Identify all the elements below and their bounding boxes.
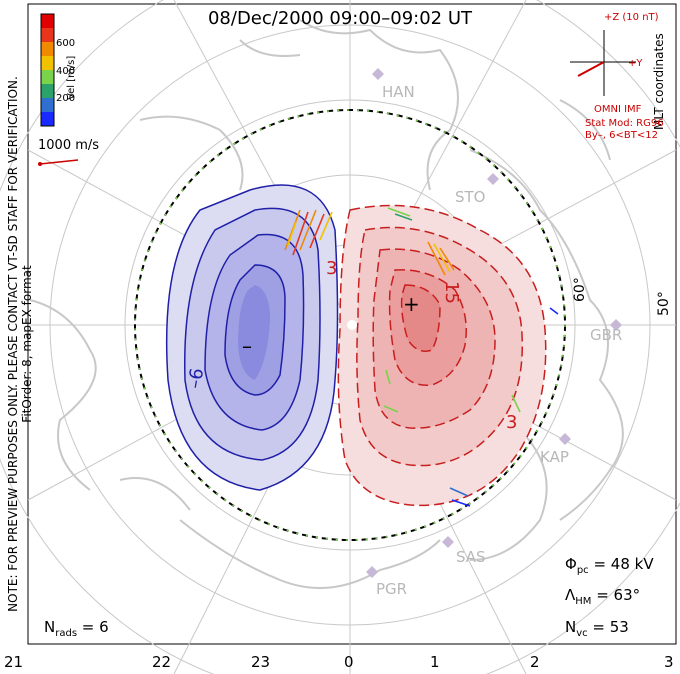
imf-condition: By–, 6<BT<12	[585, 130, 658, 141]
reference-vector-origin	[38, 162, 42, 166]
color-bar-tick-400: 400	[56, 66, 76, 77]
phi-value: = 48 kV	[588, 555, 654, 573]
station-markers	[366, 68, 622, 578]
color-bar-segment	[41, 112, 54, 126]
color-bar-segment	[41, 14, 54, 28]
station-pgr: PGR	[376, 580, 408, 598]
mlt-tick-2: 2	[530, 653, 540, 671]
mlt-tick-23: 23	[251, 653, 271, 671]
stat-n-rads: Nrads = 6	[44, 618, 109, 639]
lambda-value: = 63°	[591, 586, 641, 604]
coastlines	[29, 19, 624, 589]
lambda-symbol: Λ	[565, 586, 576, 604]
reference-vector-label: 1000 m/s	[38, 138, 100, 153]
color-bar-tick-200: 200	[56, 93, 76, 104]
color-bar-segment	[41, 84, 54, 98]
phi-symbol: Φ	[565, 555, 577, 573]
pos-cell-center: +	[403, 292, 420, 316]
color-bar-segment	[41, 28, 54, 42]
lambda-subscript: HM	[575, 596, 592, 607]
nvc-symbol: N	[565, 618, 577, 636]
station-sas: SAS	[456, 548, 486, 566]
station-kap: KAP	[540, 448, 569, 466]
velocity-vectors	[284, 207, 559, 507]
reference-vector	[39, 159, 79, 165]
imf-by-label: +Y	[628, 58, 643, 69]
contour-label-3b: 3	[506, 412, 518, 433]
nvc-value: = 53	[587, 618, 629, 636]
pole-marker	[347, 320, 357, 330]
color-bar-border	[40, 13, 55, 127]
mlt-tick-0: 0	[344, 653, 354, 671]
mlt-tick-1: 1	[430, 653, 440, 671]
station-gbr: GBR	[590, 326, 623, 344]
coordinates-label: MLT coordinates	[652, 33, 666, 130]
page-title: 08/Dec/2000 09:00–09:02 UT	[207, 8, 473, 29]
color-bar-tick-600: 600	[56, 38, 76, 49]
phi-subscript: pc	[576, 565, 589, 576]
positive-potential-cell	[337, 204, 547, 507]
imf-bz-label: +Z (10 nT)	[604, 12, 659, 23]
contour-label-3a: 3	[326, 258, 338, 279]
mlt-tick-3: 3	[664, 653, 674, 671]
stat-model: Stat Mod: RG96	[585, 118, 664, 129]
station-han: HAN	[382, 83, 415, 101]
note-line-1: NOTE: FOR PREVIEW PURPOSES ONLY. PLEASE …	[6, 76, 20, 612]
nvc-subscript: vc	[576, 628, 588, 639]
contour-label-15: 15	[440, 281, 462, 304]
color-bar-segment	[41, 70, 54, 84]
hm-boundary-vectors	[134, 109, 566, 541]
preview-note: NOTE: FOR PREVIEW PURPOSES ONLY. PLEASE …	[6, 24, 34, 664]
stat-lambda-hm: ΛHM = 63°	[565, 586, 640, 607]
latitude-label-50: 50°	[656, 291, 672, 316]
station-sto: STO	[455, 188, 486, 206]
latitude-label-60: 60°	[572, 277, 588, 302]
mlt-tick-21: 21	[4, 653, 24, 671]
negative-potential-cell	[165, 184, 339, 491]
contour-label-neg: –6	[184, 366, 209, 391]
note-line-2: FitOrder: 8, mapEX format	[20, 265, 34, 423]
color-bar-segment	[41, 98, 54, 112]
mlt-tick-22: 22	[152, 653, 172, 671]
neg-cell-center: –	[242, 334, 252, 358]
color-bar-segment	[41, 42, 54, 56]
stat-phi-pc: Φpc = 48 kV	[565, 555, 654, 576]
imf-source: OMNI IMF	[594, 104, 642, 115]
nrads-value: = 6	[77, 618, 109, 636]
nrads-symbol: N	[44, 618, 56, 636]
nrads-subscript: rads	[55, 628, 78, 639]
imf-dial	[570, 30, 636, 96]
velocity-color-bar	[40, 13, 55, 127]
stat-n-vc: Nvc = 53	[565, 618, 629, 639]
color-bar-segment	[41, 56, 54, 70]
